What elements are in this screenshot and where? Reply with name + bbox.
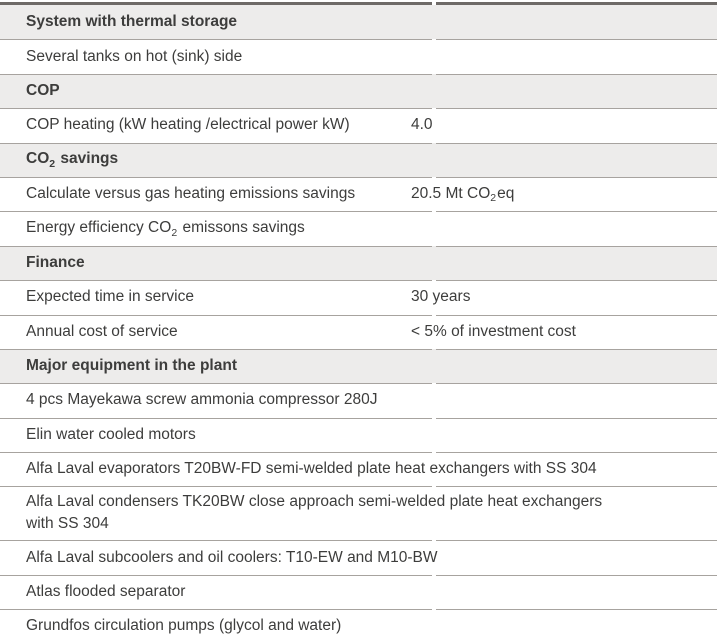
row-value: 20.5 Mt CO2eq <box>406 184 514 205</box>
row-label: Alfa Laval evaporators T20BW-FD semi-wel… <box>26 460 597 478</box>
section-header-row-system: System with thermal storage <box>0 5 717 40</box>
section-header-row-finance: Finance <box>0 245 717 281</box>
subscript: 2 <box>171 226 178 239</box>
row-value: 30 years <box>411 288 471 306</box>
table-row: Alfa Laval subcoolers and oil coolers: T… <box>0 540 717 574</box>
table-row: Atlas flooded separator <box>0 574 717 609</box>
row-value-post: eq <box>497 184 515 202</box>
row-label-pre: Energy efficiency CO <box>26 219 172 237</box>
section-title-post: savings <box>56 150 119 168</box>
row-label: Alfa Laval subcoolers and oil coolers: T… <box>26 548 438 566</box>
section-header-row-major-equipment: Major equipment in the plant <box>0 348 717 384</box>
row-value-pre: 20.5 Mt CO <box>411 184 491 202</box>
table-row: Energy efficiency CO2 emissons savings <box>0 211 717 245</box>
subscript: 2 <box>490 192 497 205</box>
section-header-row-co2-savings: CO2 savings <box>0 142 717 177</box>
section-title-pre: CO <box>26 150 50 168</box>
row-label-post: emissons savings <box>178 219 305 237</box>
section-header-row-cop: COP <box>0 73 717 109</box>
row-label: Several tanks on hot (sink) side <box>26 47 243 65</box>
row-label: Calculate versus gas heating emissions s… <box>26 185 356 203</box>
table-row: Expected time in service 30 years <box>0 280 717 314</box>
subscript: 2 <box>49 157 56 170</box>
section-title: Major equipment in the plant <box>26 357 237 375</box>
row-label: Annual cost of service <box>26 322 178 340</box>
table-row: Several tanks on hot (sink) side <box>0 39 717 73</box>
table-row: Grundfos circulation pumps (glycol and w… <box>0 609 717 642</box>
row-value: 4.0 <box>411 116 433 134</box>
section-title: COP <box>26 81 60 99</box>
table-row: Elin water cooled motors <box>0 417 717 452</box>
table-row: Annual cost of service < 5% of investmen… <box>0 314 717 349</box>
row-label: Grundfos circulation pumps (glycol and w… <box>26 617 342 635</box>
row-label: COP heating (kW heating /electrical powe… <box>26 116 350 134</box>
row-label: Alfa Laval condensers TK20BW close appro… <box>0 491 620 535</box>
section-title: CO2 savings <box>0 149 136 170</box>
row-value: < 5% of investment cost <box>411 322 576 340</box>
row-label: Elin water cooled motors <box>26 425 196 443</box>
table-row: Alfa Laval condensers TK20BW close appro… <box>0 486 717 540</box>
table-row: 4 pcs Mayekawa screw ammonia compressor … <box>0 383 717 417</box>
row-label-line2: with SS 304 <box>26 515 109 533</box>
table-row: Alfa Laval evaporators T20BW-FD semi-wel… <box>0 452 717 486</box>
section-title: System with thermal storage <box>26 13 238 31</box>
table-row: COP heating (kW heating /electrical powe… <box>0 108 717 142</box>
section-title: Finance <box>26 253 85 271</box>
row-label-line1: Alfa Laval condensers TK20BW close appro… <box>26 493 603 511</box>
row-label: 4 pcs Mayekawa screw ammonia compressor … <box>26 391 378 409</box>
table-row: Calculate versus gas heating emissions s… <box>0 176 717 211</box>
row-label: Expected time in service <box>26 288 194 306</box>
row-label: Atlas flooded separator <box>26 583 186 601</box>
row-label: Energy efficiency CO2 emissons savings <box>0 218 323 239</box>
